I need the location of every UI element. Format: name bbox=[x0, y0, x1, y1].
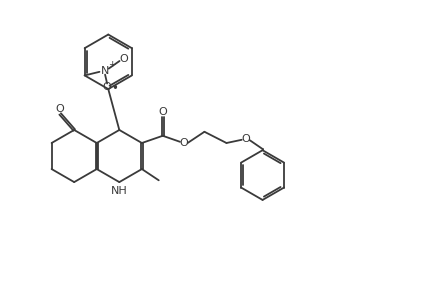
Text: O: O bbox=[102, 82, 111, 92]
Text: N: N bbox=[101, 66, 109, 76]
Text: O: O bbox=[119, 54, 128, 64]
Text: +: + bbox=[108, 60, 115, 69]
Text: •: • bbox=[111, 82, 118, 95]
Text: NH: NH bbox=[111, 186, 128, 196]
Text: O: O bbox=[241, 134, 250, 144]
Text: O: O bbox=[179, 138, 188, 148]
Text: O: O bbox=[56, 104, 64, 114]
Text: O: O bbox=[158, 107, 167, 117]
